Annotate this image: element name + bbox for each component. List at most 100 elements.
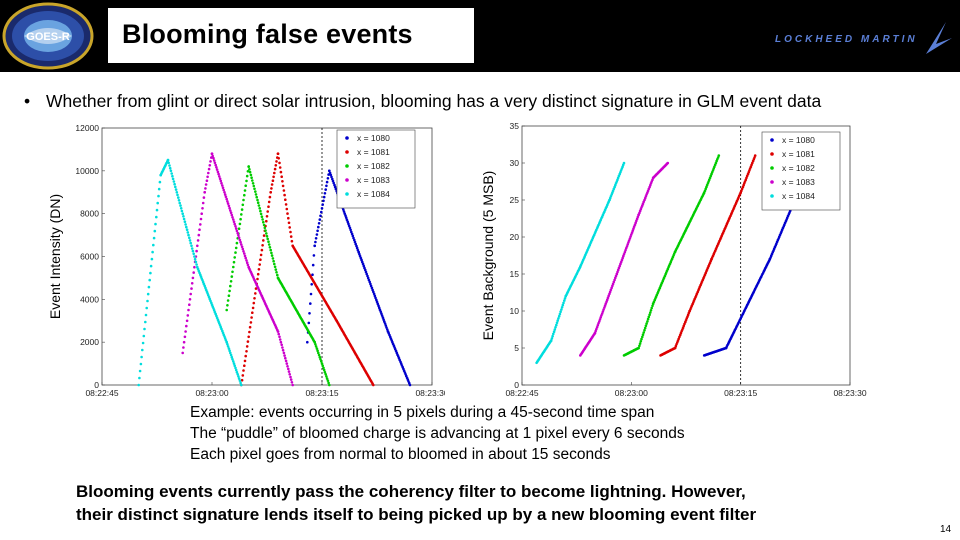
data-point: [221, 184, 224, 187]
data-point: [287, 221, 291, 225]
data-point: [243, 359, 247, 363]
data-point: [267, 240, 270, 243]
data-point: [249, 173, 253, 177]
data-point: [282, 351, 286, 355]
data-point: [251, 182, 255, 185]
data-point: [284, 198, 287, 201]
data-point: [281, 184, 285, 188]
data-point: [611, 282, 615, 286]
data-point: [263, 226, 267, 230]
data-point: [622, 161, 626, 165]
data-point: [268, 195, 272, 199]
data-point: [259, 212, 263, 216]
data-point: [280, 175, 283, 178]
data-point: [628, 237, 632, 240]
data-point: [283, 193, 286, 197]
data-point: [246, 263, 250, 267]
data-point: [245, 259, 248, 262]
y-tick-label: 5: [514, 343, 519, 353]
legend-marker: [345, 136, 349, 140]
data-point: [174, 185, 177, 189]
data-point: [172, 180, 176, 183]
data-point: [280, 343, 283, 347]
data-point: [141, 348, 144, 352]
data-point: [372, 292, 376, 296]
data-point: [234, 251, 237, 254]
data-point: [287, 370, 291, 373]
data-point: [234, 227, 238, 230]
data-point: [260, 215, 264, 218]
data-point: [375, 300, 379, 303]
data-point: [196, 244, 199, 248]
data-point: [311, 263, 315, 267]
data-point: [216, 170, 220, 174]
data-point: [619, 260, 623, 264]
data-point: [169, 169, 173, 173]
data-point: [368, 280, 372, 284]
data-point: [243, 364, 246, 367]
data-point: [155, 208, 159, 212]
data-point: [171, 177, 175, 181]
data-point: [227, 347, 231, 350]
legend-marker: [770, 138, 774, 142]
conclusion-line: their distinct signature lends itself to…: [76, 505, 757, 524]
data-point: [309, 302, 312, 305]
y-tick-label: 10: [510, 306, 520, 316]
data-point: [380, 314, 384, 317]
x-tick-label: 08:22:45: [85, 388, 118, 398]
data-point: [563, 299, 566, 302]
data-point: [234, 366, 237, 370]
data-point: [154, 222, 157, 226]
data-point: [326, 177, 330, 180]
y-tick-label: 4000: [80, 294, 99, 304]
data-point: [235, 229, 239, 233]
data-point: [245, 174, 249, 178]
data-point: [629, 235, 632, 238]
data-point: [291, 383, 294, 387]
data-point: [276, 152, 280, 155]
data-point: [549, 339, 553, 342]
legend-label: x = 1083: [357, 175, 390, 185]
data-point: [203, 191, 206, 194]
data-point: [237, 375, 240, 378]
data-point: [143, 327, 146, 331]
data-point: [148, 278, 151, 282]
y-axis-label: Event Background (5 MSB): [480, 171, 496, 341]
legend-marker: [345, 178, 349, 182]
data-point: [322, 366, 325, 370]
data-point: [360, 258, 363, 262]
data-point: [252, 301, 256, 305]
caption: Example: events occurring in 5 pixels du…: [190, 402, 685, 465]
data-point: [243, 254, 247, 258]
data-point: [283, 354, 286, 357]
data-point: [253, 187, 256, 191]
data-point: [559, 310, 562, 313]
data-point: [247, 335, 250, 339]
caption-line: Each pixel goes from normal to bloomed i…: [190, 446, 611, 463]
data-point: [240, 378, 244, 382]
data-point: [599, 316, 602, 319]
data-point: [317, 353, 321, 357]
data-point: [279, 170, 283, 174]
data-point: [242, 250, 245, 253]
data-point: [322, 195, 326, 199]
data-point: [309, 292, 313, 296]
data-point: [149, 271, 152, 275]
data-point: [209, 160, 212, 163]
legend-label: x = 1080: [782, 135, 815, 145]
data-point: [342, 210, 346, 213]
data-point: [632, 227, 635, 230]
data-point: [377, 306, 381, 309]
data-point: [603, 304, 607, 307]
data-point: [257, 268, 261, 271]
data-point: [328, 383, 331, 387]
data-point: [147, 285, 151, 289]
data-point: [267, 200, 271, 204]
series-4: [137, 158, 243, 387]
data-point: [262, 234, 266, 237]
data-point: [267, 243, 271, 246]
data-point: [234, 225, 237, 228]
y-tick-label: 15: [510, 269, 520, 279]
data-point: [229, 351, 232, 355]
data-point: [319, 358, 322, 361]
